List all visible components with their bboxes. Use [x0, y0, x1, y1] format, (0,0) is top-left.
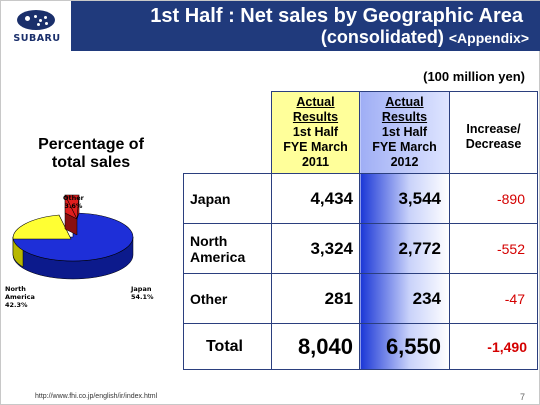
cell-japan-2011: 4,434 — [271, 173, 360, 224]
sales-table: Actual Results 1st Half FYE March 2011 A… — [183, 91, 538, 370]
cell-other-2012: 234 — [359, 273, 450, 324]
table-row: Japan 4,434 3,544 -890 — [183, 173, 538, 224]
unit-label: (100 million yen) — [423, 69, 525, 84]
table-row: Other 281 234 -47 — [183, 273, 538, 324]
cell-total-2011: 8,040 — [271, 323, 360, 370]
row-label-north-america: North America — [183, 223, 272, 274]
cell-total-change: -1,490 — [449, 323, 538, 370]
page-number: 7 — [519, 392, 525, 402]
table-total-row: Total 8,040 6,550 -1,490 — [183, 323, 538, 370]
cell-other-2011: 281 — [271, 273, 360, 324]
row-label-total: Total — [183, 323, 272, 370]
slide-title: 1st Half : Net sales by Geographic Area — [150, 5, 523, 27]
slide-subtitle: (consolidated) <Appendix> — [321, 27, 529, 48]
cell-na-2012: 2,772 — [359, 223, 450, 274]
row-label-japan: Japan — [183, 173, 272, 224]
cell-na-change: -552 — [449, 223, 538, 274]
pie-label-japan: Japan 54.1% — [131, 285, 154, 301]
pie-slice-japan — [12, 212, 134, 262]
footer-url: http://www.fhi.co.jp/english/ir/index.ht… — [35, 393, 158, 400]
subtitle-consolidated: (consolidated) — [320, 27, 444, 47]
cell-other-change: -47 — [449, 273, 538, 324]
subtitle-appendix: <Appendix> — [448, 30, 529, 46]
pie-label-other: Other 3.6% — [63, 194, 84, 210]
cell-total-2012: 6,550 — [359, 323, 450, 370]
row-label-other: Other — [183, 273, 272, 324]
table-row: North America 3,324 2,772 -552 — [183, 223, 538, 274]
header-fy2012: Actual Results 1st Half FYE March 2012 — [359, 91, 450, 174]
logo-text: SUBARU — [13, 33, 61, 44]
pie-title-line2: total sales — [51, 154, 131, 171]
pie-label-north-america: North America 42.3% — [5, 285, 35, 309]
header-change: Increase/ Decrease — [449, 91, 538, 174]
table-header-row: Actual Results 1st Half FYE March 2011 A… — [183, 91, 538, 174]
cell-japan-2012: 3,544 — [359, 173, 450, 224]
header-fy2011: Actual Results 1st Half FYE March 2011 — [271, 91, 360, 174]
header-blank-cell — [183, 91, 272, 174]
cell-japan-change: -890 — [449, 173, 538, 224]
pie-chart — [12, 194, 134, 280]
pie-title-line1: Percentage of — [38, 136, 144, 153]
title-bar: 1st Half : Net sales by Geographic Area … — [71, 1, 540, 51]
subaru-logo: SUBARU — [1, 1, 71, 51]
pie-slice-north-america — [12, 214, 72, 240]
pie-slice-other — [64, 194, 80, 221]
cell-na-2011: 3,324 — [271, 223, 360, 274]
pie-other-side — [64, 212, 78, 236]
pleiades-star-icon — [17, 10, 55, 30]
pie-title: Percentage of total sales — [17, 136, 165, 172]
